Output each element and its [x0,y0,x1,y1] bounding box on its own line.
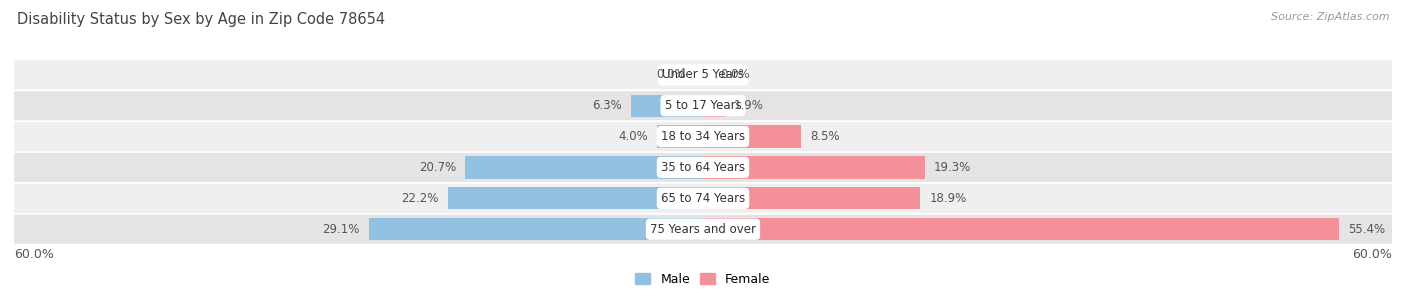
Bar [703,187,920,209]
FancyBboxPatch shape [14,60,1392,89]
Text: 18.9%: 18.9% [929,192,966,205]
Bar [449,187,703,209]
Text: 60.0%: 60.0% [14,248,53,261]
Text: 19.3%: 19.3% [934,161,972,174]
Text: 1.9%: 1.9% [734,99,763,112]
Text: 29.1%: 29.1% [322,223,360,236]
FancyBboxPatch shape [14,122,1392,151]
FancyBboxPatch shape [14,215,1392,244]
Bar [703,156,925,178]
Text: 20.7%: 20.7% [419,161,456,174]
Text: 0.0%: 0.0% [657,68,686,81]
Text: 4.0%: 4.0% [619,130,648,143]
FancyBboxPatch shape [14,91,1392,120]
Text: 35 to 64 Years: 35 to 64 Years [661,161,745,174]
Bar [703,218,1339,240]
Text: 8.5%: 8.5% [810,130,839,143]
Text: Under 5 Years: Under 5 Years [662,68,744,81]
Bar [657,126,703,148]
Bar [368,218,703,240]
Text: Disability Status by Sex by Age in Zip Code 78654: Disability Status by Sex by Age in Zip C… [17,12,385,27]
Text: 18 to 34 Years: 18 to 34 Years [661,130,745,143]
Text: 5 to 17 Years: 5 to 17 Years [665,99,741,112]
Text: 55.4%: 55.4% [1348,223,1385,236]
Text: 60.0%: 60.0% [1353,248,1392,261]
Text: 6.3%: 6.3% [592,99,621,112]
Text: 22.2%: 22.2% [402,192,439,205]
Bar [703,95,725,117]
FancyBboxPatch shape [14,153,1392,182]
Text: 0.0%: 0.0% [720,68,749,81]
Bar [703,126,800,148]
Bar [465,156,703,178]
Bar [631,95,703,117]
Text: 65 to 74 Years: 65 to 74 Years [661,192,745,205]
Text: 75 Years and over: 75 Years and over [650,223,756,236]
Legend: Male, Female: Male, Female [636,273,770,286]
Text: Source: ZipAtlas.com: Source: ZipAtlas.com [1271,12,1389,22]
FancyBboxPatch shape [14,184,1392,213]
